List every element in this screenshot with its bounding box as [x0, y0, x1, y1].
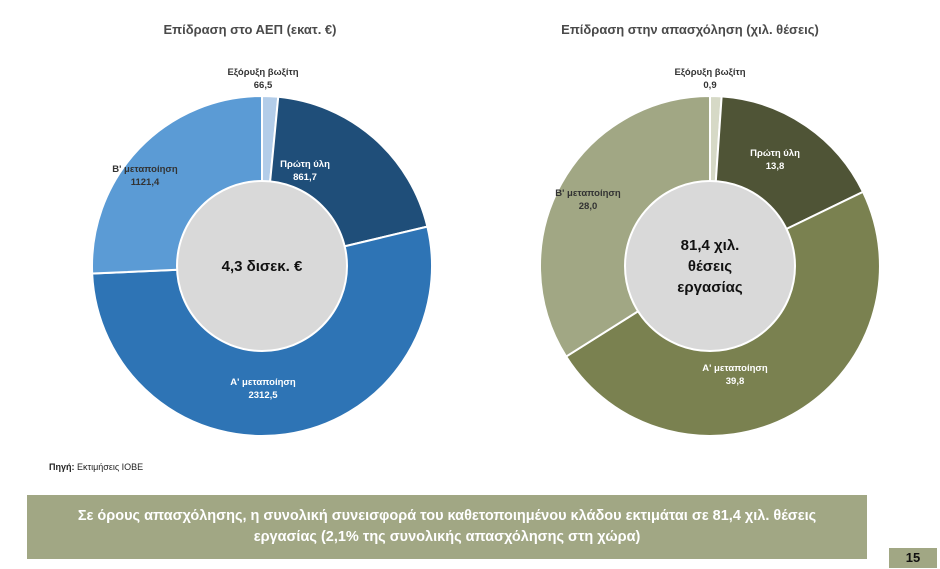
- slice-label-3: Β' μεταποίηση: [112, 164, 178, 175]
- summary-banner: Σε όρους απασχόλησης, η συνολική συνεισφ…: [27, 495, 867, 559]
- source-text: Εκτιμήσεις ΙΟΒΕ: [77, 462, 144, 472]
- donut-hole: [624, 180, 796, 352]
- center-label-line-1: θέσεις: [688, 258, 732, 275]
- slice-value-3: 1121,4: [131, 177, 160, 188]
- donut-hole: [176, 180, 348, 352]
- page-number: 15: [889, 548, 937, 568]
- slice-label-2: Α' μεταποίηση: [230, 377, 296, 388]
- slice-label-1: Πρώτη ύλη: [750, 148, 800, 159]
- slice-value-0: 0,9: [703, 80, 716, 91]
- slice-value-0: 66,5: [254, 80, 273, 91]
- gdp-donut-chart: Εξόρυξη βωξίτη 66,5 Πρώτη ύλη 861,7 Α' μεταπ…: [91, 67, 433, 438]
- slice-value-2: 2312,5: [248, 390, 278, 401]
- source-label: Πηγή:: [49, 462, 75, 472]
- slice-value-3: 28,0: [579, 201, 598, 212]
- slice-value-1: 861,7: [293, 172, 317, 183]
- slice-label-1: Πρώτη ύλη: [280, 159, 330, 170]
- slice-label-3: Β' μεταποίηση: [555, 188, 621, 199]
- center-label-line-2: εργασίας: [677, 279, 743, 296]
- slice-label-2: Α' μεταποίηση: [702, 363, 768, 374]
- gdp-chart-title: Επίδραση στο ΑΕΠ (εκατ. €): [163, 22, 337, 37]
- center-label-line-0: 81,4 χιλ.: [681, 237, 740, 254]
- slice-label-0: Εξόρυξη βωξίτη: [227, 67, 298, 78]
- slice-label-0: Εξόρυξη βωξίτη: [674, 67, 745, 78]
- center-label-line-0: 4,3 δισεκ. €: [222, 258, 303, 275]
- source-note: Πηγή: Εκτιμήσεις ΙΟΒΕ: [49, 462, 143, 472]
- employment-donut-chart: Εξόρυξη βωξίτη 0,9 Πρώτη ύλη 13,8 Α' μεταποί…: [539, 67, 880, 437]
- employment-chart-title: Επίδραση στην απασχόληση (χιλ. θέσεις): [561, 22, 819, 37]
- slice-value-2: 39,8: [726, 376, 745, 387]
- slice-value-1: 13,8: [766, 161, 785, 172]
